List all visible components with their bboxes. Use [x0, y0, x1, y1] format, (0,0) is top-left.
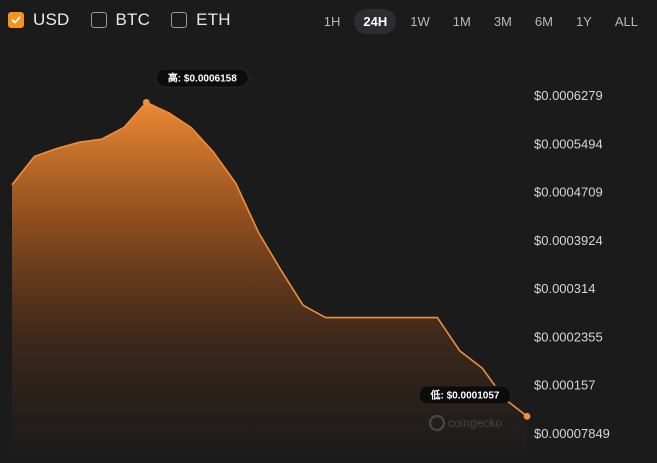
currency-label-btc: BTC: [115, 10, 151, 29]
annotations: 高: $0.0006158 低: $0.0001057: [142, 68, 531, 420]
low-price-marker: [523, 412, 531, 420]
coingecko-logo-icon: [428, 414, 446, 432]
series-line: [11, 101, 528, 417]
tab-24h[interactable]: 24H: [354, 9, 397, 34]
series-area-fill: [12, 102, 527, 463]
y-tick-label: $0.0002355: [534, 329, 603, 344]
high-price-tooltip: 高: $0.0006158: [155, 68, 249, 88]
tab-6m[interactable]: 6M: [534, 14, 553, 29]
y-tick-label: $0.000314: [534, 281, 595, 296]
low-price-tooltip: 低: $0.0001057: [418, 385, 512, 405]
tab-all[interactable]: ALL: [614, 14, 638, 29]
currency-option-eth[interactable]: ETH: [171, 10, 231, 30]
watermark: coingecko: [428, 414, 502, 432]
checkbox-unchecked-icon[interactable]: [171, 12, 188, 28]
checkbox-unchecked-icon[interactable]: [90, 12, 107, 28]
low-price-label: 低: $0.0001057: [430, 389, 500, 402]
y-tick-label: $0.00007849: [534, 426, 610, 441]
currency-label-eth: ETH: [196, 10, 231, 29]
watermark-text: coingecko: [448, 416, 502, 430]
y-tick-label: $0.0004709: [534, 185, 603, 200]
currency-selector: USD BTC ETH: [8, 10, 252, 30]
y-axis-ticks: $0.0006279 $0.0005494 $0.0004709 $0.0003924…: [534, 88, 610, 441]
tab-1h[interactable]: 1H: [323, 14, 341, 29]
tab-3m[interactable]: 3M: [493, 14, 512, 29]
high-price-marker: [142, 99, 150, 106]
y-tick-label: $0.000157: [534, 378, 595, 393]
currency-option-usd[interactable]: USD: [8, 10, 70, 30]
checkbox-checked-icon[interactable]: [8, 12, 24, 28]
tab-1y[interactable]: 1Y: [575, 14, 592, 29]
currency-label-usd: USD: [33, 10, 70, 29]
y-tick-label: $0.0003924: [534, 233, 603, 248]
tab-1w[interactable]: 1W: [410, 14, 430, 29]
tab-1m[interactable]: 1M: [452, 14, 471, 29]
time-range-tabs: 1H 24H 1W 1M 3M 6M 1Y ALL: [310, 9, 647, 34]
y-tick-label: $0.0005494: [534, 136, 603, 151]
currency-option-btc[interactable]: BTC: [90, 10, 151, 30]
high-price-label: 高: $0.0006158: [168, 72, 237, 85]
y-tick-label: $0.0006279: [534, 88, 603, 103]
area-layer: [11, 101, 528, 463]
